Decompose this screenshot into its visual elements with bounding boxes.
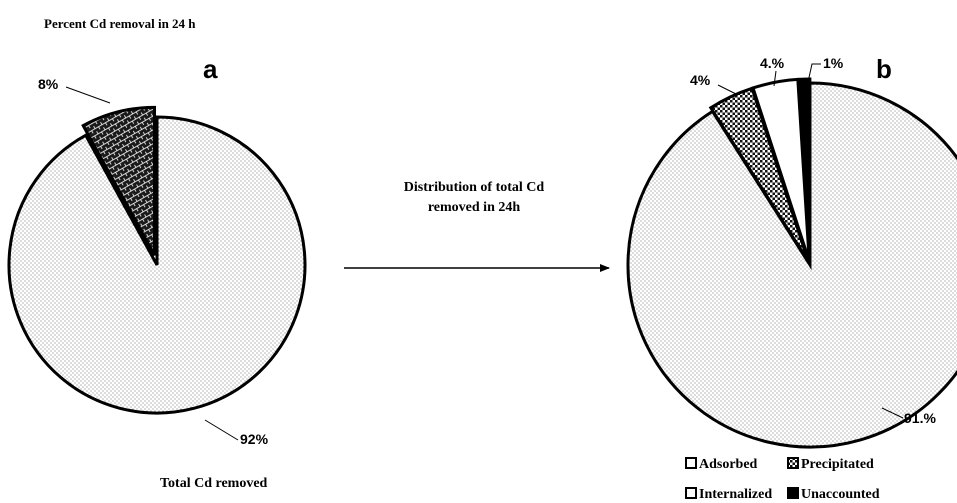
- panel-letter-a: a: [203, 54, 218, 84]
- leader-line-b-unaccounted: [807, 63, 821, 83]
- pie-a-caption: Total Cd removed: [160, 476, 268, 491]
- panel-letter-b: b: [876, 54, 892, 84]
- legend-swatch-precipitated: [787, 457, 799, 469]
- slice-label-b-91: 91.%: [904, 410, 936, 426]
- figure-subtitle: Percent Cd removal in 24 h: [44, 16, 196, 31]
- slice-label-b-4-adsorbed: 4.%: [760, 55, 785, 71]
- leader-line-b-precipitated: [717, 84, 739, 96]
- legend-swatch-internalized: [685, 487, 697, 499]
- slice-label-a-8: 8%: [38, 76, 59, 92]
- legend-label-precipitated: Precipitated: [801, 457, 874, 472]
- leader-line-a-8: [65, 86, 111, 104]
- arrow-label-line1: Distribution of total Cd: [404, 180, 545, 195]
- legend-label-unaccounted: Unaccounted: [801, 487, 880, 502]
- pie-a-slice-1: [81, 105, 157, 257]
- leader-line-a-92: [204, 419, 239, 441]
- slice-label-a-92: 92%: [240, 431, 269, 447]
- legend-label-internalized: Internalized: [699, 487, 772, 502]
- leader-line-b-91: [881, 407, 904, 419]
- legend-label-adsorbed: Adsorbed: [699, 457, 758, 472]
- pie-b-slice-0: [626, 81, 957, 449]
- pie-chart-a: [7, 105, 307, 415]
- pie-chart-b: [626, 77, 957, 449]
- slice-label-b-4-precipitated: 4%: [690, 72, 711, 88]
- legend-swatch-unaccounted: [787, 487, 799, 499]
- leader-line-b-adsorbed: [773, 70, 777, 87]
- pie-b-slice-3: [796, 77, 812, 262]
- legend-swatch-adsorbed: [685, 457, 697, 469]
- legend-b: Adsorbed Precipitated Internalized Unacc…: [685, 457, 880, 502]
- slice-label-b-1: 1%: [823, 55, 844, 71]
- arrow-label-line2: removed in 24h: [428, 200, 521, 215]
- pie-a-slice-0: [7, 115, 307, 415]
